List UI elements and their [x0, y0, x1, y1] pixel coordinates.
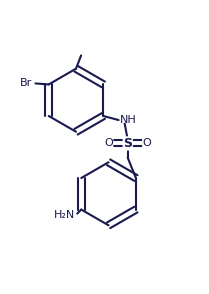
Text: H₂N: H₂N	[54, 210, 75, 220]
Text: O: O	[104, 138, 113, 148]
Text: S: S	[123, 137, 132, 150]
Text: Br: Br	[20, 78, 32, 88]
Text: NH: NH	[120, 115, 136, 125]
Text: O: O	[143, 138, 152, 148]
